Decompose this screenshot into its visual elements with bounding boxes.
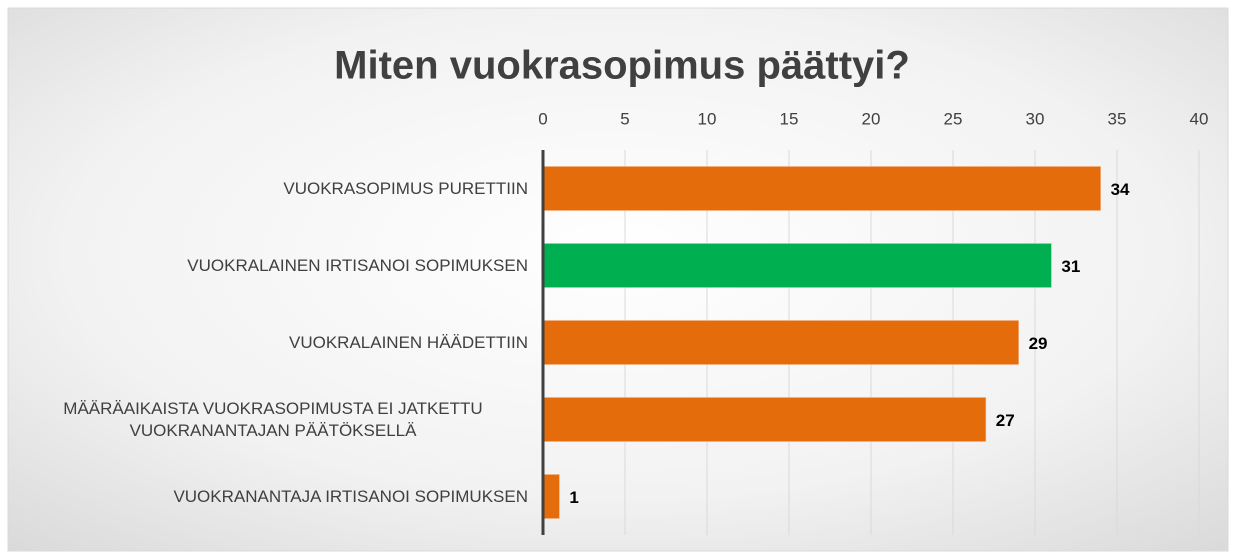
value-label: 27 [996, 411, 1015, 430]
y-tick-label: VUOKRALAINEN HÄÄDETTIIN [289, 332, 528, 352]
bar [542, 166, 1101, 211]
value-label: 29 [1029, 334, 1048, 353]
x-tick-label: 10 [698, 109, 717, 128]
x-tick-label: 15 [780, 109, 799, 128]
bar [542, 243, 1052, 288]
value-label: 1 [569, 488, 578, 507]
y-tick-label: VUOKRANANTAJA IRTISANOI SOPIMUKSEN [173, 486, 528, 506]
category-label-box: VUOKRASOPIMUS PURETTIIN [8, 150, 528, 227]
chart-title: Miten vuokrasopimus päättyi? [334, 44, 910, 88]
y-tick-label: VUOKRALAINEN IRTISANOI SOPIMUKSEN [187, 255, 528, 275]
category-label-box: VUOKRALAINEN IRTISANOI SOPIMUKSEN [8, 227, 528, 304]
y-tick-label: VUOKRASOPIMUS PURETTIIN [283, 178, 528, 198]
x-tick-label: 0 [538, 109, 547, 128]
category-label-box: VUOKRANANTAJA IRTISANOI SOPIMUKSEN [8, 458, 528, 535]
category-label-box: MÄÄRÄAIKAISTA VUOKRASOPIMUSTA EI JATKETT… [8, 381, 528, 458]
bar [542, 397, 987, 442]
bar [542, 474, 560, 519]
x-tick-label: 30 [1026, 109, 1045, 128]
x-tick-label: 40 [1190, 109, 1209, 128]
x-tick-label: 25 [944, 109, 963, 128]
x-tick-label: 5 [620, 109, 629, 128]
y-tick-label: MÄÄRÄAIKAISTA VUOKRASOPIMUSTA EI JATKETT… [63, 398, 483, 440]
x-tick-label: 20 [862, 109, 881, 128]
x-tick-label: 35 [1108, 109, 1127, 128]
bar [542, 320, 1019, 365]
category-label-box: VUOKRALAINEN HÄÄDETTIIN [8, 304, 528, 381]
value-label: 31 [1061, 257, 1080, 276]
value-label: 34 [1111, 180, 1130, 199]
